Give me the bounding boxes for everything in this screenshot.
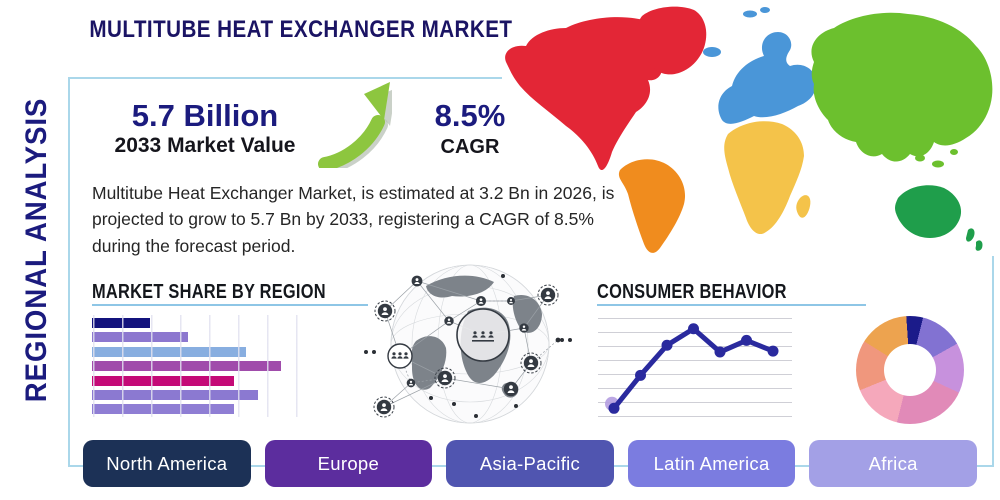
- region-button-north-america[interactable]: North America: [83, 440, 251, 487]
- line-chart: [598, 314, 792, 420]
- bar-segment: [92, 404, 235, 415]
- donut-chart-hole: [884, 344, 936, 396]
- bar-segment: [92, 375, 235, 386]
- market-value-caption: 2033 Market Value: [114, 134, 296, 157]
- bar-chart-title-underline: [92, 304, 368, 306]
- region-button-row: North America Europe Asia-Pacific Latin …: [83, 440, 977, 487]
- market-summary-text: Multitube Heat Exchanger Market, is esti…: [92, 183, 615, 256]
- map-region-iceland: [703, 47, 721, 57]
- map-region-australia: [895, 185, 962, 238]
- side-vertical-label: REGIONAL ANALYSIS: [20, 97, 53, 403]
- cagr-stat: 8.5%: [434, 98, 506, 133]
- bar-segment: [92, 318, 151, 328]
- globe-network-graphic: [364, 264, 572, 424]
- map-region-new-zealand: [966, 228, 975, 242]
- bar-chart-title: MARKET SHARE BY REGION: [92, 281, 326, 303]
- map-region-south-america: [618, 159, 686, 253]
- world-map: [502, 0, 1000, 256]
- map-region-madagascar: [796, 195, 811, 218]
- market-value-stat: 5.7 Billion: [131, 98, 279, 133]
- map-region-asia: [811, 12, 993, 162]
- growth-arrow-icon: [318, 82, 396, 174]
- cagr-caption: CAGR: [440, 136, 500, 158]
- bar-chart: [92, 315, 307, 417]
- region-button-africa[interactable]: Africa: [809, 440, 977, 487]
- region-button-asia-pacific[interactable]: Asia-Pacific: [446, 440, 614, 487]
- map-region-japan: [970, 110, 978, 126]
- line-chart-title-underline: [597, 304, 866, 306]
- map-region-europe: [718, 32, 817, 124]
- map-region-africa: [724, 121, 804, 235]
- bar-segment: [92, 361, 281, 372]
- region-button-latin-america[interactable]: Latin America: [627, 440, 796, 487]
- bar-segment: [92, 389, 258, 400]
- map-region-greenland: [637, 6, 707, 75]
- donut-chart: [856, 316, 964, 424]
- region-button-europe[interactable]: Europe: [264, 440, 433, 487]
- map-region-svalbard: [743, 10, 757, 18]
- map-region-north-america: [505, 17, 678, 171]
- bar-segment: [92, 332, 188, 343]
- line-chart-title: CONSUMER BEHAVIOR: [597, 281, 787, 303]
- page-title: MULTITUBE HEAT EXCHANGER MARKET: [89, 16, 513, 43]
- bar-segment: [92, 346, 246, 357]
